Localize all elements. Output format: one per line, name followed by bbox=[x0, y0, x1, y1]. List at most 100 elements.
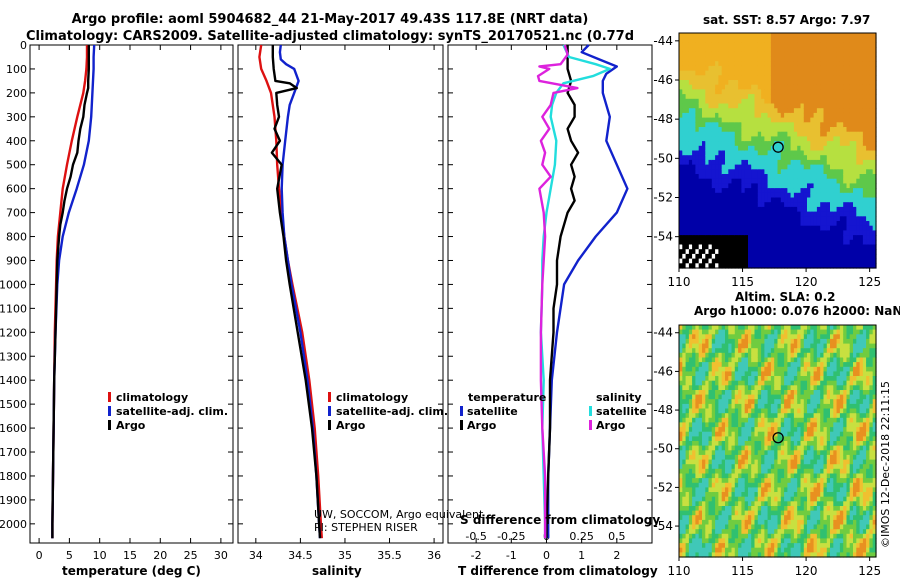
map-x-tick-label: 125 bbox=[858, 564, 881, 578]
temp-legend-climatology: climatology bbox=[116, 391, 189, 404]
y-tick-label: 800 bbox=[6, 231, 27, 244]
y-tick-label: 1200 bbox=[0, 326, 27, 339]
map-x-tick-label: 115 bbox=[731, 564, 754, 578]
x-tick-label: 30 bbox=[214, 549, 228, 562]
legend-swatch bbox=[108, 420, 111, 430]
x-tick-label: -2 bbox=[471, 549, 482, 562]
x-tick-label: 5 bbox=[66, 549, 73, 562]
legend-swatch bbox=[589, 420, 592, 430]
y-tick-label: 700 bbox=[6, 207, 27, 220]
sal-legend-climatology: climatology bbox=[336, 391, 409, 404]
sla-map-title-2: Argo h1000: 0.076 h2000: NaN bbox=[694, 304, 900, 318]
y-tick-label: 600 bbox=[6, 183, 27, 196]
sst-argo-marker bbox=[772, 141, 784, 153]
s-tick-label: -0.5 bbox=[465, 530, 486, 543]
y-tick-label: 900 bbox=[6, 254, 27, 267]
map-y-tick-label: -44 bbox=[653, 326, 673, 340]
map-y-tick-label: -54 bbox=[653, 519, 673, 533]
s-difference-label: S difference from climatology bbox=[460, 513, 661, 527]
map-y-tick-label: -48 bbox=[653, 403, 673, 417]
y-tick-label: 1700 bbox=[0, 446, 27, 459]
x-tick-label: -1 bbox=[506, 549, 517, 562]
sal-legend-argo: Argo bbox=[336, 419, 366, 432]
map-x-tick-label: 110 bbox=[668, 275, 691, 289]
salinity-xlabel: salinity bbox=[312, 564, 362, 578]
map-y-tick-label: -50 bbox=[653, 151, 673, 165]
x-tick-label: 36 bbox=[427, 549, 441, 562]
map-y-tick-label: -44 bbox=[653, 34, 673, 48]
series-difference-s-argo bbox=[536, 44, 579, 539]
temperature-xlabel: temperature (deg C) bbox=[62, 564, 201, 578]
y-tick-label: 500 bbox=[6, 159, 27, 172]
map-x-tick-label: 110 bbox=[668, 564, 691, 578]
legend-swatch bbox=[460, 406, 463, 416]
series-difference-s-satellite bbox=[539, 44, 611, 539]
x-tick-label: 2 bbox=[613, 549, 620, 562]
title-line-1: Argo profile: aoml 5904682_44 21-May-201… bbox=[71, 12, 589, 27]
x-tick-label: 34.5 bbox=[288, 549, 313, 562]
x-tick-label: 1 bbox=[578, 549, 585, 562]
y-tick-label: 1800 bbox=[0, 470, 27, 483]
sst-map-cells bbox=[679, 33, 877, 269]
y-tick-label: 0 bbox=[20, 39, 27, 52]
map-x-tick-label: 125 bbox=[858, 275, 881, 289]
diff-legend-temp-argo: Argo bbox=[467, 419, 497, 432]
y-tick-label: 1300 bbox=[0, 350, 27, 363]
y-tick-label: 1600 bbox=[0, 422, 27, 435]
x-tick-label: 35 bbox=[338, 549, 352, 562]
y-tick-label: 1500 bbox=[0, 398, 27, 411]
map-x-tick-label: 120 bbox=[795, 564, 818, 578]
pi-annotation-1: UW, SOCCOM, Argo equivalent bbox=[314, 508, 484, 521]
map-y-tick-label: -54 bbox=[653, 230, 673, 244]
diff-legend-sal-argo: Argo bbox=[596, 419, 626, 432]
sla-map-frame bbox=[678, 324, 877, 558]
x-tick-label: 15 bbox=[123, 549, 137, 562]
x-tick-label: 20 bbox=[153, 549, 167, 562]
diff-legend-sal-title: salinity bbox=[596, 391, 642, 404]
map-y-tick-label: -50 bbox=[653, 442, 673, 456]
series-salinity-argo bbox=[270, 45, 322, 539]
plot-frame-temperature bbox=[29, 44, 234, 544]
legend-swatch bbox=[328, 392, 331, 402]
credit: ©IMOS 12-Dec-2018 22:11:15 bbox=[879, 381, 892, 548]
sst-map-frame bbox=[678, 32, 877, 269]
legend-swatch bbox=[328, 406, 331, 416]
y-tick-label: 1900 bbox=[0, 494, 27, 507]
diff-legend-sal-satellite: satellite bbox=[596, 405, 647, 418]
sla-map-title-1: Altim. SLA: 0.2 bbox=[735, 290, 836, 304]
series-salinity-satellite-adj--clim- bbox=[278, 44, 322, 539]
diff-legend-temp-title: temperature bbox=[468, 391, 547, 404]
series-difference-t-argo bbox=[545, 45, 580, 539]
x-tick-label: 34 bbox=[249, 549, 263, 562]
map-x-tick-label: 115 bbox=[731, 275, 754, 289]
y-tick-label: 1100 bbox=[0, 302, 27, 315]
diff-legend-temp-satellite: satellite bbox=[467, 405, 518, 418]
x-tick-label: 35.5 bbox=[377, 549, 402, 562]
s-tick-label: -0.25 bbox=[497, 530, 525, 543]
pi-annotation-2: PI: STEPHEN RISER bbox=[314, 521, 418, 534]
legend-swatch bbox=[460, 420, 463, 430]
map-y-tick-label: -46 bbox=[653, 364, 673, 378]
sla-map-cells bbox=[679, 325, 877, 558]
y-tick-label: 1000 bbox=[0, 278, 27, 291]
x-tick-label: 25 bbox=[184, 549, 198, 562]
x-tick-label: 0 bbox=[36, 549, 43, 562]
difference-xlabel: T difference from climatology bbox=[458, 564, 658, 578]
y-tick-label: 300 bbox=[6, 111, 27, 124]
legend-swatch bbox=[108, 406, 111, 416]
s-tick-label: 0.25 bbox=[569, 530, 594, 543]
map-y-tick-label: -52 bbox=[653, 480, 673, 494]
y-tick-label: 2000 bbox=[0, 518, 27, 531]
legend-swatch bbox=[589, 406, 592, 416]
x-tick-label: 0 bbox=[543, 549, 550, 562]
plot-frame-difference bbox=[447, 44, 653, 544]
series-temperature-argo bbox=[51, 45, 91, 539]
temp-legend-argo: Argo bbox=[116, 419, 146, 432]
legend-swatch bbox=[108, 392, 111, 402]
y-tick-label: 400 bbox=[6, 135, 27, 148]
y-tick-label: 100 bbox=[6, 63, 27, 76]
map-y-tick-label: -46 bbox=[653, 73, 673, 87]
plot-frame-salinity bbox=[237, 44, 444, 544]
sla-argo-marker bbox=[772, 432, 784, 444]
